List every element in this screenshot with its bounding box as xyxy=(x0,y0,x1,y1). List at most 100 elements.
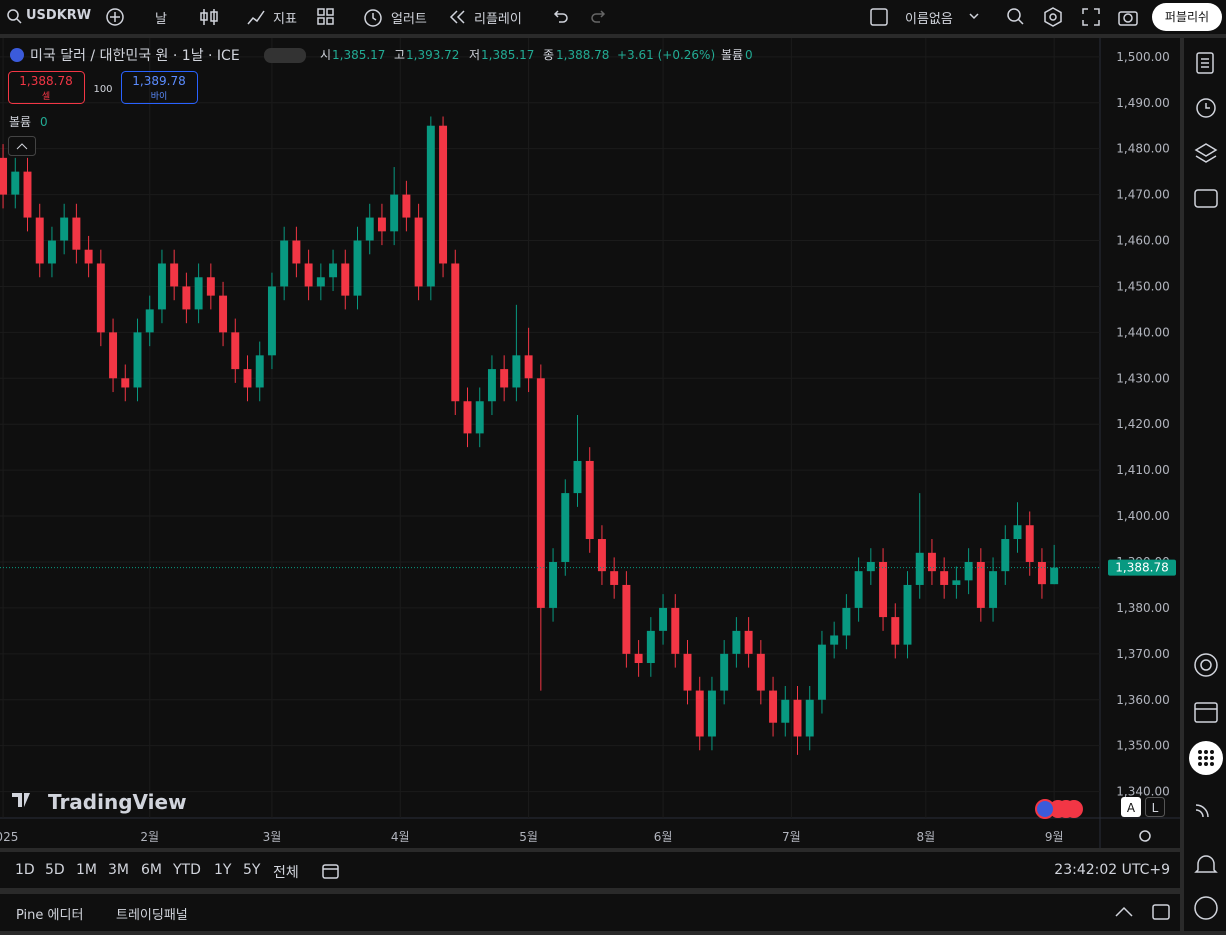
x-tick-label: 2025 xyxy=(0,830,18,844)
candle-body xyxy=(744,630,753,654)
axis-settings[interactable] xyxy=(1139,830,1151,842)
candle-body xyxy=(439,125,448,264)
range-button[interactable]: 1Y xyxy=(214,862,232,878)
buy-button[interactable] xyxy=(121,71,198,104)
replay[interactable]: 리플레이 xyxy=(474,12,522,27)
interval[interactable]: 날 xyxy=(155,12,167,27)
undo[interactable] xyxy=(551,8,569,26)
search-icon[interactable] xyxy=(6,8,22,24)
pine-editor-tab[interactable]: Pine 에디터 xyxy=(16,908,84,923)
range-button[interactable]: YTD xyxy=(173,862,201,878)
toolbar: USDKRW 날 지표 얼러트 리플레이 이름없음 퍼블리쉬 xyxy=(0,0,1226,34)
legend-value: 1,385.17 xyxy=(481,48,534,62)
sell-label[interactable]: 셀 xyxy=(42,91,50,102)
layout-icon[interactable] xyxy=(869,7,889,27)
candle-body xyxy=(781,699,790,723)
candle-body xyxy=(255,355,264,388)
layout-name[interactable]: 이름없음 xyxy=(905,12,953,27)
templates[interactable] xyxy=(316,7,336,27)
publish-button[interactable]: 퍼블리쉬 xyxy=(1152,3,1222,31)
candle-body xyxy=(817,644,826,700)
alert[interactable]: 얼러트 xyxy=(391,12,427,27)
maximize-panel[interactable] xyxy=(1151,903,1171,921)
candle-body xyxy=(634,653,643,664)
range-button[interactable]: 5Y xyxy=(243,862,261,878)
auto-scale-button[interactable] xyxy=(1121,797,1141,817)
candle-body xyxy=(1001,539,1010,572)
apps[interactable] xyxy=(1189,741,1223,775)
sell-price[interactable]: 1,388.78 xyxy=(19,74,72,88)
log-scale-button[interactable] xyxy=(1145,797,1165,817)
range-button[interactable]: 전체 xyxy=(273,865,299,881)
candle-body xyxy=(11,171,20,195)
fullscreen[interactable] xyxy=(1081,7,1101,27)
chat[interactable] xyxy=(1194,189,1218,208)
candle-body xyxy=(622,584,631,654)
buy-label[interactable]: 바이 xyxy=(151,91,168,102)
y-tick-label: 1,490.00 xyxy=(1116,96,1169,110)
candle-body xyxy=(1037,561,1046,585)
notifications[interactable] xyxy=(1194,855,1218,873)
candle-body xyxy=(133,332,142,388)
chart-type[interactable] xyxy=(199,7,219,27)
candle-body xyxy=(304,263,313,287)
candle-body xyxy=(109,332,118,379)
candle-body xyxy=(659,607,668,631)
spread: 100 xyxy=(93,84,112,95)
candle-body xyxy=(365,217,374,241)
add-symbol[interactable] xyxy=(105,7,125,27)
redo[interactable] xyxy=(590,8,608,26)
range-button[interactable]: 3M xyxy=(108,862,129,878)
settings[interactable] xyxy=(1042,6,1064,28)
candle-body xyxy=(280,240,289,287)
status-pill xyxy=(264,48,306,63)
y-tick-label: 1,340.00 xyxy=(1116,785,1169,799)
range-button[interactable]: 1D xyxy=(15,862,35,878)
candle-body xyxy=(940,571,949,585)
range-button[interactable]: 1M xyxy=(76,862,97,878)
buy-price[interactable]: 1,389.78 xyxy=(132,74,185,88)
candle-body xyxy=(145,309,154,333)
candle-body xyxy=(329,263,338,278)
symbol[interactable]: USDKRW xyxy=(26,8,92,23)
replay-icon[interactable] xyxy=(449,8,467,26)
candle-body xyxy=(267,286,276,356)
layers[interactable] xyxy=(1194,143,1218,163)
help[interactable] xyxy=(1194,896,1218,920)
calendar[interactable] xyxy=(1194,702,1218,723)
indicators-icon[interactable] xyxy=(246,7,266,27)
y-tick-label: 1,500.00 xyxy=(1116,50,1169,64)
candle-body xyxy=(475,401,484,434)
sell-button[interactable] xyxy=(8,71,85,104)
candle-body xyxy=(610,571,619,585)
alert-icon[interactable] xyxy=(362,6,384,28)
snapshot[interactable] xyxy=(1117,6,1139,28)
quick-search[interactable] xyxy=(1005,6,1025,26)
last-price-label: 1,388.78 xyxy=(1115,561,1168,575)
range-button[interactable]: 5D xyxy=(45,862,65,878)
y-tick-label: 1,440.00 xyxy=(1116,325,1169,339)
target[interactable] xyxy=(1194,653,1218,677)
candle-body xyxy=(72,217,81,250)
range-button[interactable]: 6M xyxy=(141,862,162,878)
sidebar-icons xyxy=(1189,52,1223,920)
watchlist[interactable] xyxy=(1196,52,1214,74)
indicators[interactable]: 지표 xyxy=(273,12,297,27)
candle-body xyxy=(891,617,900,645)
auto-scale[interactable]: A xyxy=(1127,801,1136,815)
candle-body xyxy=(219,295,228,333)
candle-body xyxy=(512,355,521,388)
expand-panel[interactable] xyxy=(1114,904,1134,920)
log-scale[interactable]: L xyxy=(1152,801,1159,815)
goto-date[interactable] xyxy=(321,861,341,881)
y-tick-label: 1,460.00 xyxy=(1116,234,1169,248)
chart-overlay: 미국 달러 / 대한민국 원 · 1날 · ICE 시 1,385.17 고 1… xyxy=(8,48,1165,842)
layout-menu[interactable] xyxy=(968,10,980,22)
clock[interactable]: 23:42:02 UTC+9 xyxy=(1054,862,1170,878)
broadcast[interactable] xyxy=(1195,804,1209,818)
trading-panel-tab[interactable]: 트레이딩패널 xyxy=(116,908,188,923)
alerts[interactable] xyxy=(1196,98,1216,118)
collapse-button[interactable] xyxy=(8,136,36,156)
candle-body xyxy=(952,580,961,585)
candle-body xyxy=(353,240,362,296)
